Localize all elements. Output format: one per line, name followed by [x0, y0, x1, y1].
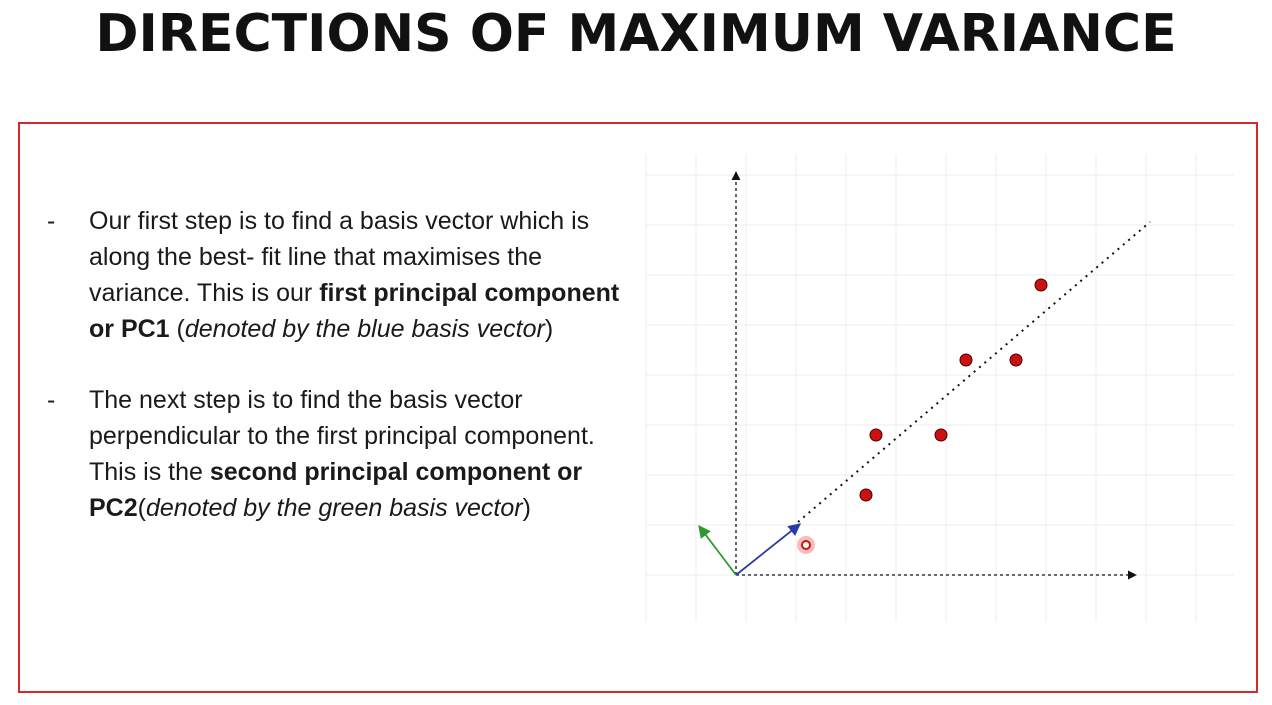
cursor-dot: [801, 540, 811, 550]
pca-diagram: [645, 154, 1234, 622]
bullet-text: ): [522, 494, 531, 522]
best-fit-line: [797, 221, 1151, 523]
bullet-bold-text: first principal component or PC1: [89, 279, 620, 343]
bullet-text: (: [137, 494, 146, 522]
data-point: [1009, 353, 1023, 367]
bullet-bold-text: second principal component or PC2: [89, 458, 583, 522]
bullet-italic-text: denoted by the green basis vector: [145, 494, 523, 522]
pc2-basis-vector: [698, 524, 737, 576]
bullet-dash: -: [47, 386, 56, 414]
data-point: [859, 488, 873, 502]
content-frame: [18, 122, 1258, 693]
data-point: [869, 428, 883, 442]
bullet-pc2: - The next step is to find the basis vec…: [47, 382, 627, 526]
pc1-basis-vector: [735, 523, 801, 576]
cursor-indicator: [797, 536, 815, 554]
bullet-pc1: - Our first step is to find a basis vect…: [47, 203, 627, 347]
bullet-list: - Our first step is to find a basis vect…: [47, 203, 627, 561]
data-point: [934, 428, 948, 442]
data-point: [959, 353, 973, 367]
bullet-text: ): [544, 315, 554, 343]
slide-title: DIRECTIONS OF MAXIMUM VARIANCE: [95, 4, 1177, 64]
data-points: [859, 278, 1048, 502]
bullet-italic-text: denoted by the blue basis vector: [184, 315, 545, 343]
background-grid: [645, 154, 1234, 622]
data-point: [1034, 278, 1048, 292]
bullet-text: (: [169, 315, 185, 343]
bullet-dash: -: [47, 207, 56, 235]
bullet-text: The next step is to find the basis vecto…: [89, 386, 595, 486]
bullet-text: Our first step is to find a basis vector…: [89, 207, 590, 307]
